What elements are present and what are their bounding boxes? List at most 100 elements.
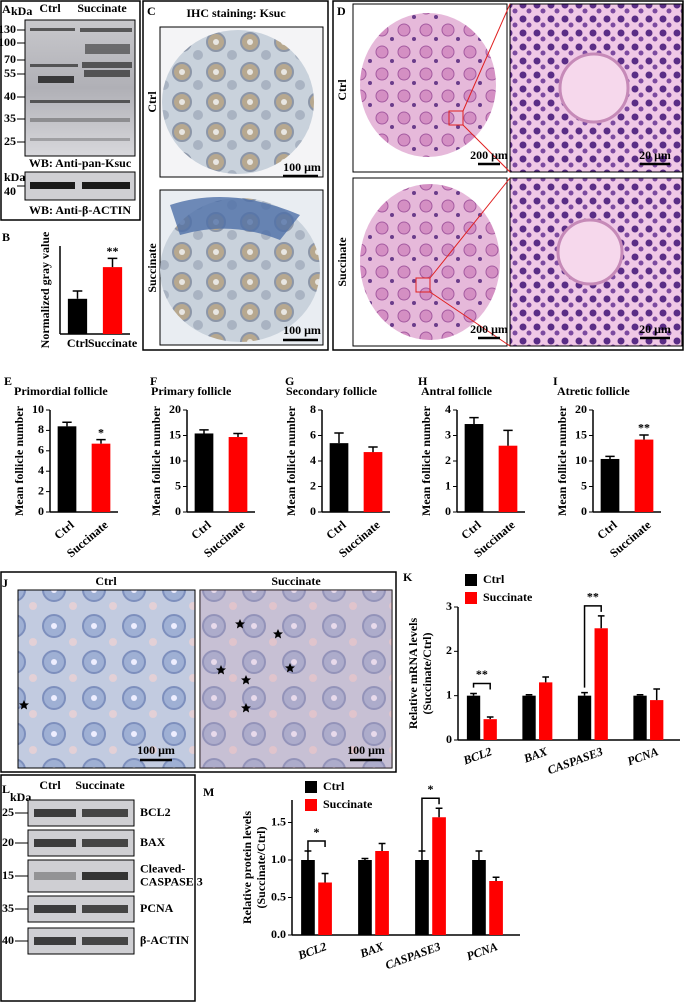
chart-title: Atretic follicle <box>557 384 630 398</box>
y-tick-label: 4 <box>38 463 44 477</box>
bar <box>194 433 214 512</box>
he-tissue <box>360 13 496 157</box>
bar <box>539 682 553 740</box>
significance-bracket <box>307 840 326 852</box>
marker-label: 40 <box>4 89 16 103</box>
bar <box>634 439 654 512</box>
y-tick-label: 15 <box>575 427 587 441</box>
y-tick-label: 2 <box>445 453 451 467</box>
blot-band <box>34 937 76 945</box>
error-bar <box>653 688 661 701</box>
y-axis-label: Mean follicle number <box>12 405 26 516</box>
marker-label: 70 <box>4 52 16 66</box>
blot-bands <box>30 28 132 141</box>
x-tick-label: Succinate <box>88 336 138 350</box>
protein-label: CASPASE 3 <box>140 874 203 888</box>
panel-label: C <box>147 4 156 18</box>
bar <box>498 445 518 512</box>
x-tick-label: CASPASE3 <box>546 744 605 777</box>
x-tick-label: Ctrl <box>67 336 89 350</box>
marker-label: 55 <box>4 66 16 80</box>
blot-band <box>82 182 130 189</box>
y-tick-label: 4 <box>310 453 316 467</box>
error-bar <box>475 850 483 860</box>
y-tick-label: 10 <box>169 453 181 467</box>
scale-label: 20 μm <box>639 322 671 336</box>
x-tick-label: CASPASE3 <box>383 939 442 972</box>
y-axis-label: (Succinate/Ctrl) <box>420 633 434 715</box>
y-tick-label: 2 <box>446 643 452 657</box>
significance-bracket <box>421 797 440 852</box>
lane-label: Ctrl <box>39 778 61 792</box>
marker-label: 40 <box>2 933 14 947</box>
oocyte <box>556 218 624 286</box>
y-tick-label: 20 <box>169 402 181 416</box>
panel-label: K <box>403 570 413 584</box>
error-bar <box>542 676 550 683</box>
legend-swatch <box>305 799 317 811</box>
significance: * <box>428 782 434 796</box>
marker-label: 25 <box>2 805 14 819</box>
significance: ** <box>107 244 119 258</box>
error-bar <box>304 850 312 860</box>
y-tick-label: 1 <box>445 478 451 492</box>
y-tick-label: 0 <box>310 504 316 518</box>
error-bar <box>418 850 426 860</box>
error-bar <box>435 807 443 818</box>
legend-label: Succinate <box>483 590 533 604</box>
error-bar <box>107 257 118 268</box>
ihc-tissue <box>170 197 300 240</box>
error-bar <box>639 434 649 440</box>
x-tick-label: BAX <box>357 939 386 961</box>
panel-title: IHC staining: Ksuc <box>186 6 286 20</box>
blot-band <box>82 905 128 913</box>
y-tick-label: 0.5 <box>271 889 286 903</box>
bar <box>415 860 429 935</box>
panel-label: D <box>337 4 346 18</box>
bar <box>600 458 620 512</box>
unit-label: kDa <box>10 790 31 804</box>
y-axis-label: Relative mRNA levels <box>406 618 420 730</box>
x-tick-label: BAX <box>521 744 550 766</box>
panel-label: J <box>2 576 8 590</box>
panel-label: E <box>4 374 12 388</box>
blot-band <box>30 182 75 189</box>
row-label: Succinate <box>335 237 349 287</box>
marker-label: 40 <box>4 184 16 198</box>
blot-caption: WB: Anti-β-ACTIN <box>29 203 131 217</box>
legend-swatch <box>465 592 477 604</box>
scale-label: 100 μm <box>283 323 321 337</box>
protein-label: Cleaved- <box>140 861 185 875</box>
blot-caption: WB: Anti-pan-Ksuc <box>29 156 132 170</box>
error-bar <box>368 446 378 453</box>
error-bar <box>334 432 344 444</box>
significance: ** <box>476 667 488 681</box>
blot-band <box>34 905 76 913</box>
protein-label: BAX <box>140 835 166 849</box>
scale-label: 100 μm <box>283 160 321 174</box>
y-tick-label: 0 <box>175 504 181 518</box>
chart-title: Primary follicle <box>151 384 232 398</box>
chart-title: Antral follicle <box>421 384 493 398</box>
ihc-stain <box>200 590 392 768</box>
bar <box>522 695 536 740</box>
panel-label: M <box>203 785 214 799</box>
significance-bracket <box>472 682 491 690</box>
y-tick-label: 5 <box>581 478 587 492</box>
protein-label: β-ACTIN <box>140 933 189 947</box>
x-tick-label: Ctrl <box>594 517 620 542</box>
scale-label: 200 μm <box>470 148 508 162</box>
legend-swatch <box>305 781 317 793</box>
protein-label: BCL2 <box>140 805 171 819</box>
significance: ** <box>587 590 599 604</box>
panel-label: G <box>285 374 294 388</box>
y-tick-label: 1.5 <box>271 814 286 828</box>
error-bar <box>62 421 72 427</box>
chart-title: Primordial follicle <box>14 384 108 398</box>
significance: * <box>314 825 320 839</box>
y-tick-label: 6 <box>38 443 44 457</box>
column-label: Ctrl <box>95 574 117 588</box>
y-tick-label: 8 <box>38 422 44 436</box>
bar <box>464 424 484 512</box>
bar <box>329 443 349 512</box>
